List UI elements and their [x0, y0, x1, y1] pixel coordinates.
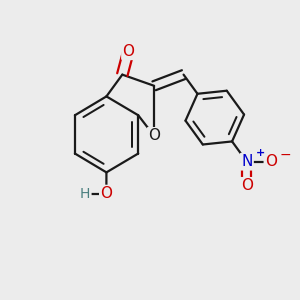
- Text: O: O: [122, 44, 134, 59]
- Text: +: +: [256, 148, 265, 158]
- Text: O: O: [100, 186, 112, 201]
- Text: O: O: [241, 178, 253, 193]
- Text: N: N: [241, 154, 253, 169]
- Text: H: H: [80, 187, 90, 201]
- Text: O: O: [148, 128, 160, 143]
- Text: −: −: [280, 148, 291, 162]
- Text: O: O: [265, 154, 277, 169]
